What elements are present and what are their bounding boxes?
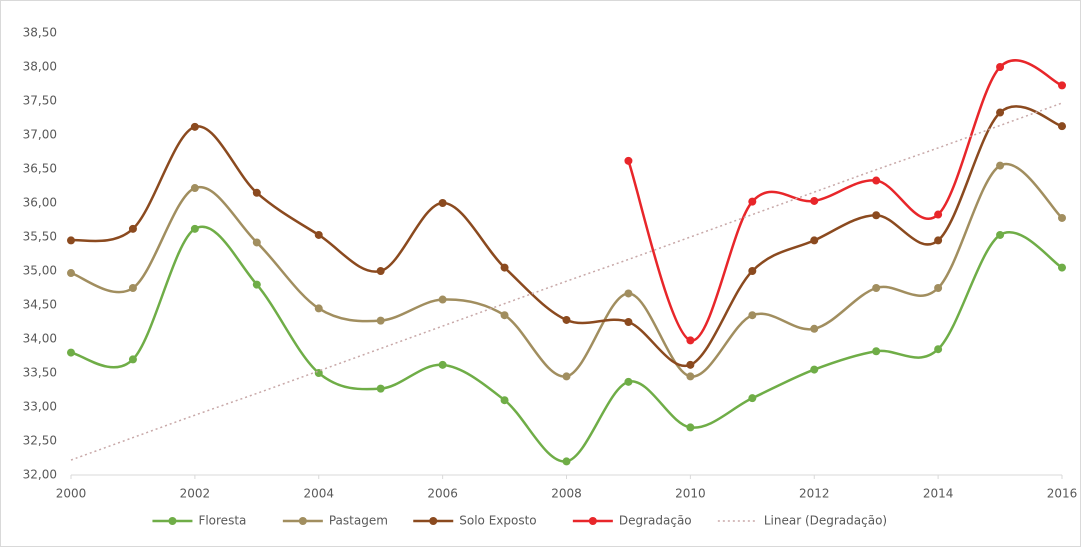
point [1058,122,1066,131]
trend-line [70,102,1063,461]
x-tick-label: 2016 [1047,487,1078,501]
legend-marker [298,517,307,525]
point [686,336,695,345]
point [190,122,199,131]
point [190,184,199,193]
point [624,156,633,165]
point [314,230,323,239]
point [500,263,509,272]
point [748,394,757,403]
point [686,360,695,369]
y-tick-label: 33,00 [23,400,57,414]
point [438,360,447,369]
point [376,316,385,325]
y-tick-label: 33,50 [23,366,57,380]
point [934,345,943,354]
y-tick-label: 36,50 [23,162,57,176]
point [810,196,819,205]
legend-label: Floresta [198,514,246,528]
point [996,161,1005,170]
point [810,236,819,245]
y-tick-label: 38,50 [23,26,57,40]
legend-label: Solo Exposto [459,514,536,528]
y-tick-label: 35,50 [23,230,57,244]
point [624,289,633,298]
point [934,210,943,219]
point [810,324,819,333]
point [562,315,571,324]
y-tick-label: 34,00 [23,332,57,346]
point [996,230,1005,239]
point [562,372,571,381]
point [128,224,137,233]
point [686,423,695,432]
point [67,269,75,278]
y-tick-label: 34,50 [23,298,57,312]
point [748,311,757,320]
point [500,396,509,405]
point [748,197,757,206]
point [1058,263,1066,272]
point [314,304,323,313]
point [872,347,881,356]
point [252,188,261,197]
x-tick-label: 2006 [427,487,458,501]
legend-label: Pastagem [329,514,388,528]
y-tick-label: 37,00 [23,128,57,142]
legend-marker [588,517,597,525]
y-tick-label: 36,00 [23,196,57,210]
point [996,63,1005,71]
point [438,295,447,304]
point [810,365,819,374]
point [1058,213,1066,222]
point [376,267,385,275]
point [934,284,943,292]
point [872,211,881,220]
y-tick-label: 37,50 [23,94,57,108]
point [872,176,881,185]
legend-marker [429,517,438,525]
point [934,236,943,245]
point [190,224,199,233]
y-tick-label: 32,00 [23,468,57,482]
x-tick-label: 2014 [923,487,954,501]
y-tick-label: 38,00 [23,60,57,74]
y-tick-label: 35,00 [23,264,57,278]
x-tick-label: 2000 [56,487,87,501]
point [252,280,261,289]
point [996,108,1005,117]
point [67,236,75,245]
point [748,267,757,275]
point [438,199,447,207]
point [562,457,571,466]
x-tick-label: 2010 [675,487,706,501]
point [500,311,509,320]
point [128,355,137,364]
x-tick-label: 2008 [551,487,582,501]
point [872,284,881,292]
point [686,372,695,381]
y-tick-label: 32,50 [23,434,57,448]
point [624,377,633,386]
point [252,238,261,247]
x-tick-label: 2012 [799,487,830,501]
series-line [70,162,1063,378]
legend-label: Degradação [619,514,692,528]
point [624,318,633,326]
point [128,284,137,292]
legend-label: Linear (Degradação) [764,514,887,528]
x-tick-label: 2002 [180,487,211,501]
point [1058,81,1066,90]
point [67,348,75,357]
legend-marker [168,517,177,525]
point [376,384,385,393]
x-tick-label: 2004 [303,487,334,501]
